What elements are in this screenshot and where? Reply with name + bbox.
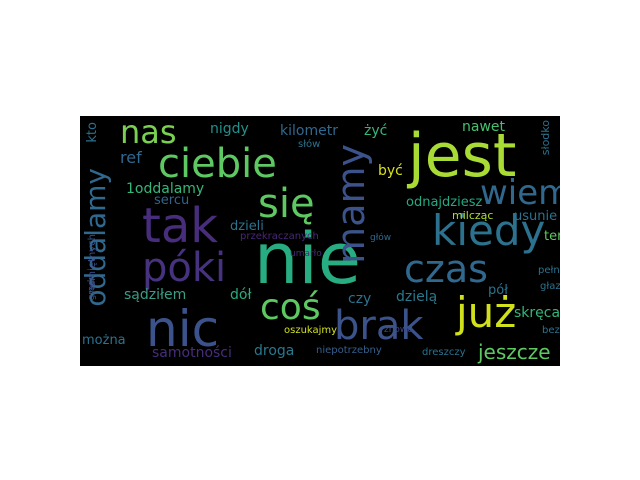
word-byc: być xyxy=(378,163,403,179)
word-nas: nas xyxy=(120,116,177,151)
word-gradu: gradu xyxy=(87,274,97,301)
word-dreszczy: dreszczy xyxy=(422,347,466,358)
word-glow: głów xyxy=(370,233,392,243)
word-cos: coś xyxy=(260,287,321,328)
word-cloud: nie jest nic tak ciebie brak już kiedy p… xyxy=(80,116,560,366)
word-sadzilem: sądziłem xyxy=(124,287,187,303)
word-bez: bez xyxy=(542,325,560,336)
word-nigdy: nigdy xyxy=(210,121,249,137)
word-dzieli: dzieli xyxy=(230,219,264,234)
word-przekraczanych: przekraczanych xyxy=(240,231,319,242)
word-jeszcze: jeszcze xyxy=(478,340,551,364)
word-slow: słów xyxy=(298,139,321,150)
word-pol: pół xyxy=(488,283,508,298)
word-dol: dół xyxy=(230,287,252,303)
word-slodko: słodko xyxy=(539,120,552,156)
word-ref: ref xyxy=(120,148,142,167)
word-czas: czas xyxy=(404,247,488,291)
word-nawet: nawet xyxy=(462,119,506,135)
word-jest: jest xyxy=(408,121,517,191)
word-skreca: skręca xyxy=(514,305,560,321)
word-milczac: milcząc xyxy=(452,209,494,222)
word-oddalamy2: 1oddalamy xyxy=(126,181,205,197)
word-oszukajmy: oszukajmy xyxy=(284,325,338,336)
word-zyc: żyć xyxy=(364,123,388,139)
word-usunie: usunie xyxy=(514,209,558,224)
word-tak: tak xyxy=(142,198,219,254)
word-wiem: wiem xyxy=(480,173,560,213)
word-mozna: można xyxy=(82,333,126,348)
word-mamy: mamy xyxy=(329,144,373,264)
word-kilometr: kilometr xyxy=(280,123,338,139)
word-juz: już xyxy=(456,288,517,337)
word-odnajdziesz: odnajdziesz xyxy=(406,195,483,210)
word-niepotrzebny: niepotrzebny xyxy=(316,345,382,356)
word-glaz: głaz xyxy=(540,281,560,292)
word-droga: droga xyxy=(254,343,295,359)
word-znowu: znowu xyxy=(384,325,413,335)
word-pelnych: pełnych xyxy=(538,265,560,276)
word-umarlo: umarło xyxy=(290,249,322,259)
word-samotnosci: samotności xyxy=(152,345,232,361)
word-sercu: sercu xyxy=(154,193,190,208)
word-ciebie: ciebie xyxy=(158,141,277,187)
word-kto: kto xyxy=(85,122,100,143)
word-brak: brak xyxy=(334,303,424,349)
word-dziela: dzielą xyxy=(396,289,438,305)
word-czy: czy xyxy=(348,291,372,307)
word-ten: ten xyxy=(544,229,560,244)
word-nie: nie xyxy=(254,218,361,300)
word-kiedy: kiedy xyxy=(432,206,546,255)
word-sie: się xyxy=(258,181,315,227)
word-nic: nic xyxy=(146,300,220,358)
word-poki: póki xyxy=(142,245,227,291)
